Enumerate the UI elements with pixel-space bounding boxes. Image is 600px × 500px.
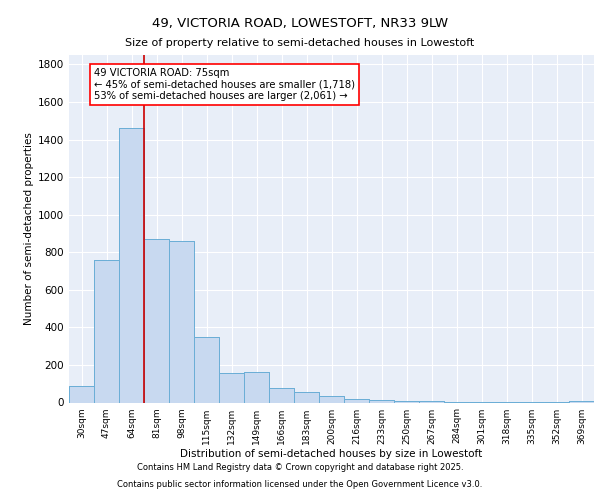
Text: Contains HM Land Registry data © Crown copyright and database right 2025.: Contains HM Land Registry data © Crown c… bbox=[137, 464, 463, 472]
Bar bbox=[419, 401, 444, 402]
Bar bbox=[194, 337, 219, 402]
Bar bbox=[69, 386, 94, 402]
Text: 49 VICTORIA ROAD: 75sqm
← 45% of semi-detached houses are smaller (1,718)
53% of: 49 VICTORIA ROAD: 75sqm ← 45% of semi-de… bbox=[94, 68, 355, 102]
Bar bbox=[144, 239, 169, 402]
X-axis label: Distribution of semi-detached houses by size in Lowestoft: Distribution of semi-detached houses by … bbox=[181, 450, 482, 460]
Bar bbox=[294, 392, 319, 402]
Bar bbox=[319, 396, 344, 402]
Bar bbox=[219, 374, 244, 402]
Bar bbox=[244, 372, 269, 402]
Bar bbox=[344, 398, 369, 402]
Bar bbox=[319, 396, 344, 402]
Bar bbox=[369, 400, 394, 402]
Bar bbox=[269, 388, 294, 402]
Bar bbox=[269, 388, 294, 402]
Bar bbox=[219, 374, 244, 402]
Bar bbox=[94, 260, 119, 402]
Bar bbox=[419, 401, 444, 402]
Bar bbox=[119, 128, 144, 402]
Text: 49, VICTORIA ROAD, LOWESTOFT, NR33 9LW: 49, VICTORIA ROAD, LOWESTOFT, NR33 9LW bbox=[152, 18, 448, 30]
Bar bbox=[369, 400, 394, 402]
Bar bbox=[344, 398, 369, 402]
Bar bbox=[169, 241, 194, 402]
Text: Contains public sector information licensed under the Open Government Licence v3: Contains public sector information licen… bbox=[118, 480, 482, 489]
Bar bbox=[244, 372, 269, 402]
Bar bbox=[294, 392, 319, 402]
Bar bbox=[569, 400, 594, 402]
Bar bbox=[94, 260, 119, 402]
Bar bbox=[194, 337, 219, 402]
Bar bbox=[569, 400, 594, 402]
Text: Size of property relative to semi-detached houses in Lowestoft: Size of property relative to semi-detach… bbox=[125, 38, 475, 48]
Bar bbox=[394, 400, 419, 402]
Y-axis label: Number of semi-detached properties: Number of semi-detached properties bbox=[24, 132, 34, 325]
Bar bbox=[119, 128, 144, 402]
Bar bbox=[69, 386, 94, 402]
Bar bbox=[169, 241, 194, 402]
Bar bbox=[394, 400, 419, 402]
Bar bbox=[144, 239, 169, 402]
